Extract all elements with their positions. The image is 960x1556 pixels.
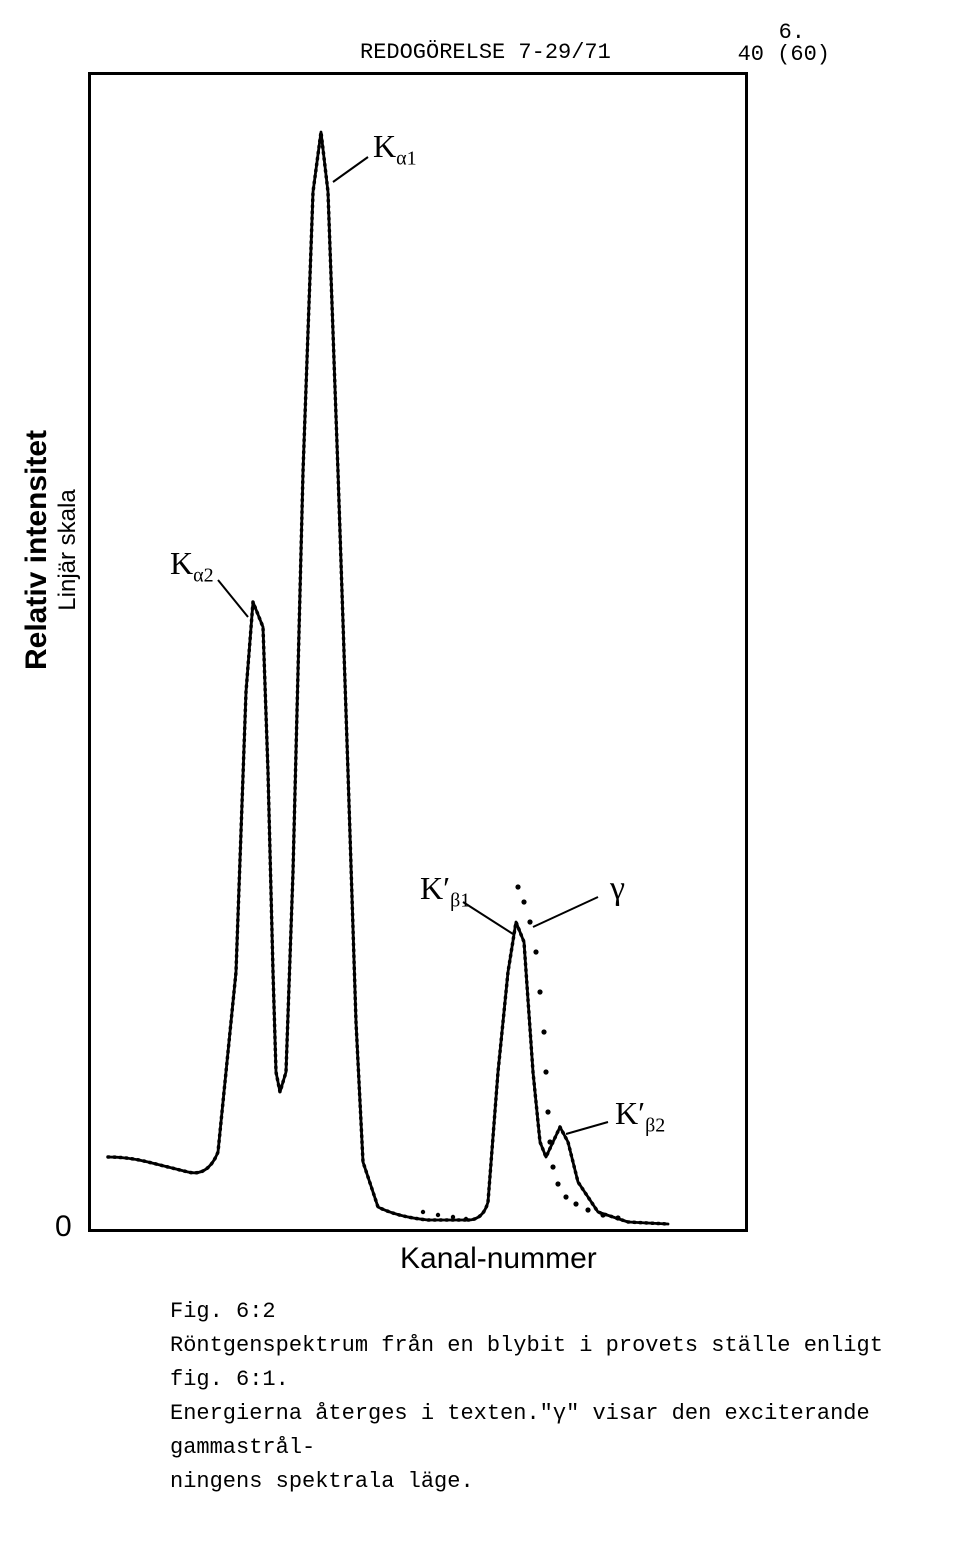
ka1-symbol: K bbox=[373, 128, 396, 164]
report-id: REDOGÖRELSE 7-29/71 bbox=[360, 40, 611, 65]
ka2-sub: α2 bbox=[193, 564, 213, 586]
caption-line3: ningens spektrala läge. bbox=[170, 1465, 890, 1499]
gamma-symbol: γ bbox=[610, 870, 625, 907]
peak-label-ka2: Kα2 bbox=[170, 545, 214, 587]
peak-label-ka1: Kα1 bbox=[373, 128, 417, 170]
y-axis-title: Relativ intensitet bbox=[20, 430, 53, 670]
leader-kb1 bbox=[463, 902, 513, 934]
page-number: 40 (60) bbox=[738, 42, 830, 67]
caption-line1: Röntgenspektrum från en blybit i provets… bbox=[170, 1329, 890, 1397]
y-axis-subtitle: Linjär skala bbox=[54, 489, 81, 610]
caption-fig-number: Fig. 6:2 bbox=[170, 1295, 890, 1329]
leader-kb2 bbox=[566, 1122, 608, 1134]
figure-caption: Fig. 6:2 Röntgenspektrum från en blybit … bbox=[170, 1295, 890, 1500]
peak-label-gamma: γ bbox=[610, 870, 625, 908]
spectrum-chart bbox=[88, 72, 748, 1232]
peak-label-kb1: K′β1 bbox=[420, 870, 470, 912]
kb2-sub: β2 bbox=[645, 1114, 665, 1136]
spectrum-main-curve bbox=[108, 132, 468, 1220]
y-axis-zero: 0 bbox=[55, 1210, 72, 1244]
kb1-sub: β1 bbox=[450, 889, 470, 911]
kb1-symbol: K′ bbox=[420, 870, 450, 906]
leader-ka2 bbox=[218, 580, 248, 617]
ka1-sub: α1 bbox=[396, 147, 416, 169]
x-axis-label: Kanal-nummer bbox=[400, 1242, 597, 1276]
leader-ka1 bbox=[333, 157, 368, 182]
y-axis-label: Relativ intensitet Linjär skala bbox=[20, 350, 82, 750]
kb2-symbol: K′ bbox=[615, 1095, 645, 1131]
peak-label-kb2: K′β2 bbox=[615, 1095, 665, 1137]
page: REDOGÖRELSE 7-29/71 6. 40 (60) Relativ i… bbox=[0, 0, 960, 1556]
leader-gamma bbox=[533, 897, 598, 927]
spectrum-beta-curve-solid bbox=[468, 922, 668, 1224]
caption-line2: Energierna återges i texten."γ" visar de… bbox=[170, 1397, 890, 1465]
ka2-symbol: K bbox=[170, 545, 193, 581]
